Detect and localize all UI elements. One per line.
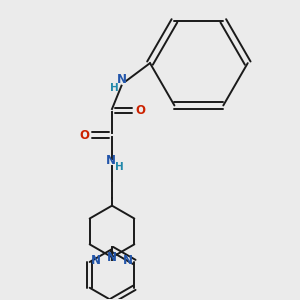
Text: H: H [110, 82, 118, 93]
Text: O: O [135, 104, 145, 117]
Text: N: N [106, 154, 116, 167]
Text: N: N [91, 254, 100, 267]
Text: N: N [123, 254, 134, 267]
Text: H: H [115, 162, 124, 172]
Text: N: N [107, 251, 117, 264]
Text: N: N [116, 73, 127, 86]
Text: O: O [79, 129, 89, 142]
